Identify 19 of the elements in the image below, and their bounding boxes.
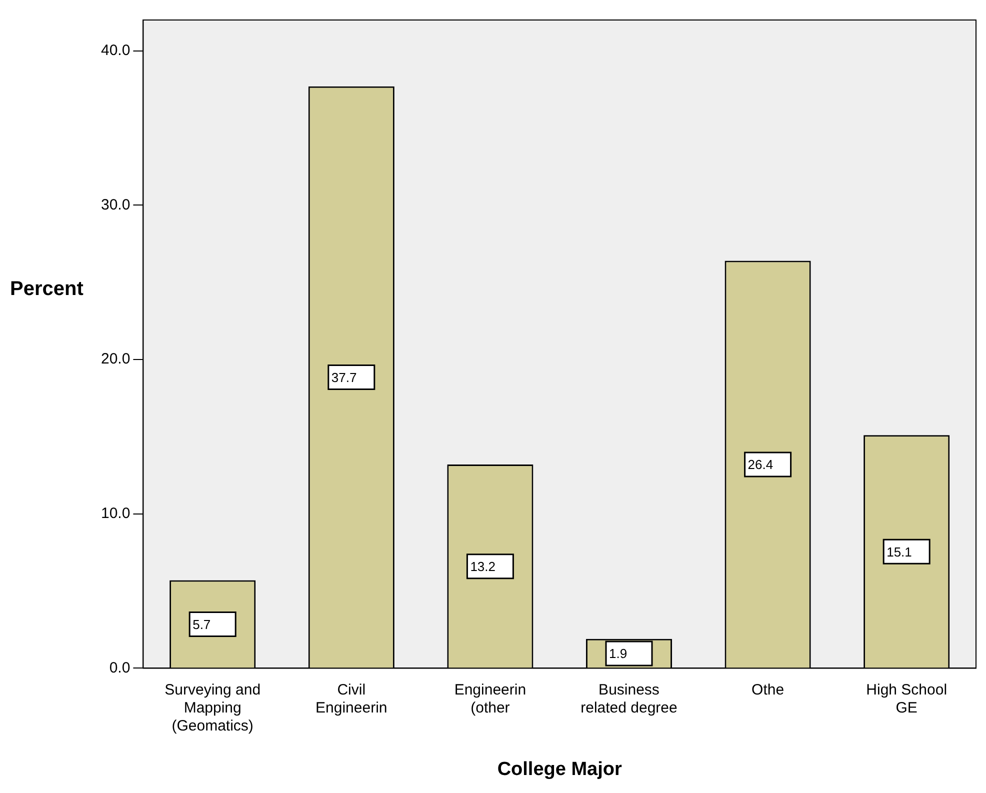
data-label: 37.7 bbox=[331, 370, 357, 385]
data-label: 15.1 bbox=[886, 544, 912, 560]
data-label: 26.4 bbox=[748, 457, 774, 472]
x-axis-title: College Major bbox=[497, 758, 622, 780]
y-tick-label: 0.0 bbox=[109, 659, 130, 676]
y-tick-label: 40.0 bbox=[100, 42, 130, 60]
x-tick-label: Civil Engineerin bbox=[316, 681, 388, 716]
x-tick-label: High School GE bbox=[866, 681, 948, 716]
y-tick-label: 10.0 bbox=[100, 505, 130, 522]
data-label: 5.7 bbox=[192, 616, 211, 632]
x-tick-label: Business related degree bbox=[580, 681, 678, 716]
data-label: 13.2 bbox=[470, 558, 496, 574]
x-tick-label: Surveying and Mapping (Geomatics) bbox=[164, 681, 261, 734]
x-tick-label: Engineerin (other bbox=[454, 681, 526, 716]
data-label: 1.9 bbox=[609, 646, 628, 662]
x-tick-label: Othe bbox=[752, 681, 784, 698]
y-tick-label: 30.0 bbox=[100, 196, 130, 214]
y-axis-title: Percent bbox=[10, 278, 84, 301]
y-tick-label: 20.0 bbox=[100, 350, 130, 368]
